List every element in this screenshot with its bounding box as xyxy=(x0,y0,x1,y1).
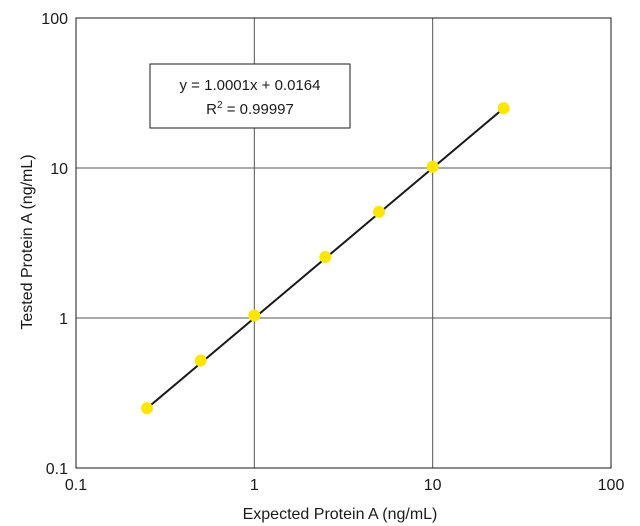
data-point xyxy=(140,402,153,415)
data-points xyxy=(140,102,510,415)
r-squared-text: R2 = 0.99997 xyxy=(206,100,294,118)
data-point xyxy=(426,160,439,173)
grid-lines xyxy=(76,18,611,468)
y-tick-label: 0.1 xyxy=(46,461,68,478)
y-tick-label: 100 xyxy=(41,11,68,28)
equation-text: y = 1.0001x + 0.0164 xyxy=(180,77,321,94)
x-tick-label: 0.1 xyxy=(65,477,87,494)
data-point xyxy=(497,102,510,115)
y-tick-label: 10 xyxy=(50,161,68,178)
x-axis-label: Expected Protein A (ng/mL) xyxy=(243,506,438,523)
data-point xyxy=(194,354,207,367)
x-tick-label: 1 xyxy=(250,477,259,494)
r-squared-superscript: 2 xyxy=(217,100,223,111)
data-point xyxy=(372,205,385,218)
y-axis-label: Tested Protein A (ng/mL) xyxy=(19,154,36,329)
r-squared-prefix: R xyxy=(206,101,217,118)
data-point xyxy=(248,309,261,322)
x-tick-label: 10 xyxy=(424,477,442,494)
equation-box-frame xyxy=(149,63,351,129)
x-tick-label: 100 xyxy=(598,477,625,494)
data-point xyxy=(319,251,332,264)
equation-box: y = 1.0001x + 0.0164 R2 = 0.99997 xyxy=(149,63,351,129)
r-squared-value: = 0.99997 xyxy=(223,101,294,118)
y-tick-label: 1 xyxy=(59,311,68,328)
tick-labels: 0.1 1 10 100 0.1 1 10 100 xyxy=(41,11,624,494)
plot-frame xyxy=(75,17,612,469)
